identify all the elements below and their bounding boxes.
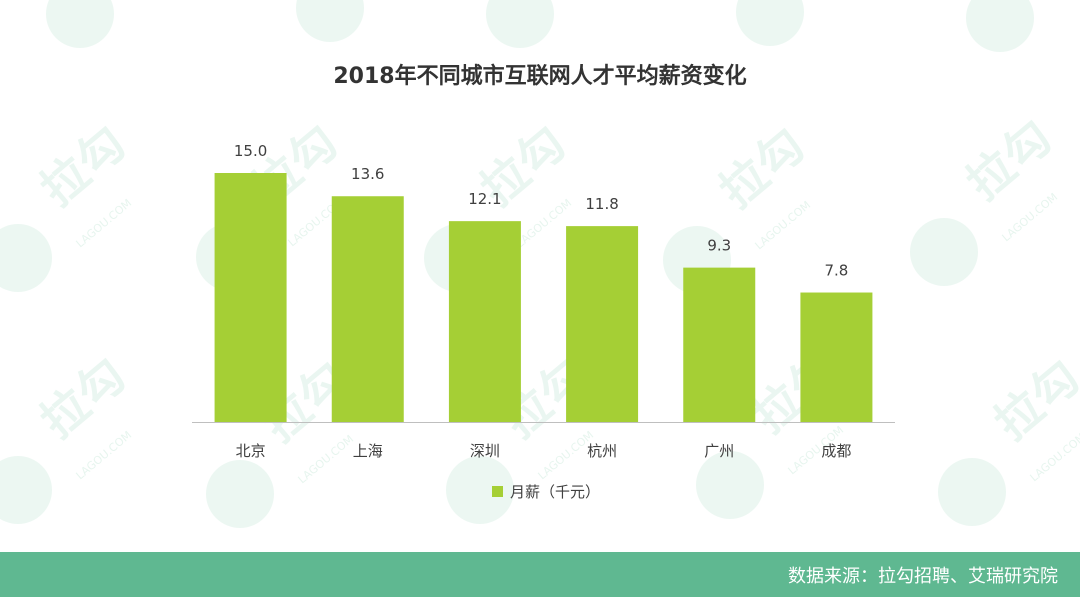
legend: 月薪（千元） <box>492 481 600 501</box>
watermark-leaf-icon <box>46 0 114 48</box>
category-label: 广州 <box>704 442 734 460</box>
bar-2 <box>331 196 404 422</box>
watermark-leaf-icon <box>696 451 764 519</box>
watermark-leaf-icon <box>446 456 514 524</box>
source-text: 数据来源：拉勾招聘、艾瑞研究院 <box>788 565 1058 587</box>
bar-value-label: 9.3 <box>707 237 731 255</box>
bar-3 <box>448 221 521 422</box>
category-label: 北京 <box>236 442 266 460</box>
watermark-leaf-icon <box>486 0 554 48</box>
bar-value-label: 13.6 <box>351 165 384 183</box>
watermark-leaf-icon <box>0 456 52 524</box>
watermark-leaf-icon <box>966 0 1034 52</box>
watermark-leaf-icon <box>938 458 1006 526</box>
bar-1 <box>214 173 287 422</box>
category-label: 深圳 <box>470 442 500 460</box>
legend-label: 月薪（千元） <box>510 482 601 501</box>
legend-swatch <box>492 485 503 497</box>
bar-chart: 15.0 北京 13.6 上海 12.1 深圳 11.8 杭州 9.3 广州 7.8 成都 <box>192 142 895 460</box>
category-label: 上海 <box>353 442 383 460</box>
bar-value-label: 11.8 <box>585 195 618 213</box>
watermark-leaf-icon <box>206 460 274 528</box>
source-footer: 数据来源：拉勾招聘、艾瑞研究院 <box>0 552 1080 597</box>
watermark-logo <box>486 0 554 48</box>
watermark-leaf-icon <box>910 218 978 286</box>
watermark-leaf-icon <box>0 224 52 292</box>
watermark-logo <box>46 0 114 48</box>
watermark-logo <box>966 0 1034 52</box>
bar-5 <box>683 267 756 422</box>
chart-title: 2018年不同城市互联网人才平均薪资变化 <box>333 64 747 89</box>
watermark-leaf-icon <box>296 0 364 42</box>
bar-value-label: 15.0 <box>234 142 267 160</box>
bar-value-label: 12.1 <box>468 190 501 208</box>
watermark-logo <box>296 0 364 42</box>
bar-4 <box>566 226 639 422</box>
bar-6 <box>800 292 873 422</box>
watermark-leaf-icon <box>736 0 804 46</box>
watermark-logo <box>736 0 804 46</box>
category-label: 杭州 <box>587 442 617 460</box>
bar-value-label: 7.8 <box>824 262 848 280</box>
category-label: 成都 <box>821 442 851 460</box>
